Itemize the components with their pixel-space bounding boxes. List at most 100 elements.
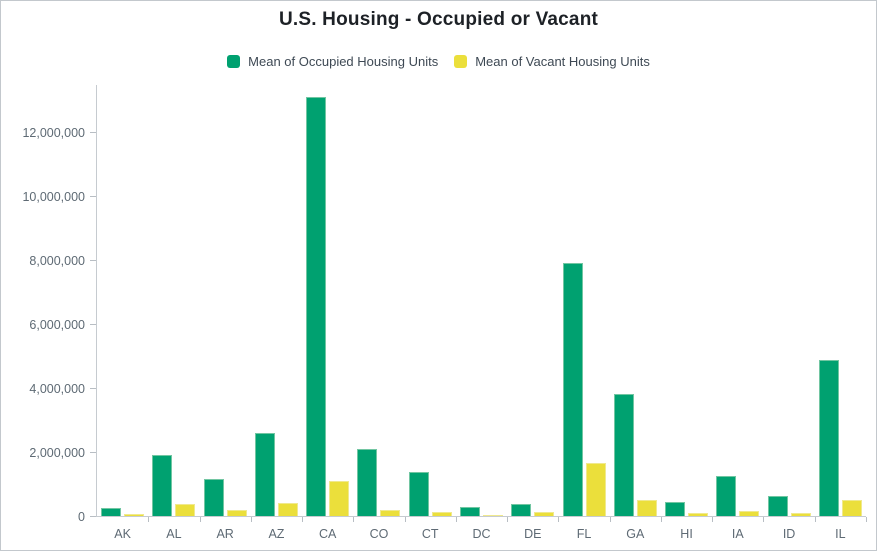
bar-vacant-ak[interactable] <box>124 514 145 516</box>
bar-vacant-al[interactable] <box>175 504 196 516</box>
x-axis-label-ar: AR <box>216 527 234 541</box>
x-axis-label-az: AZ <box>268 527 285 541</box>
x-axis-tick <box>148 517 150 522</box>
x-axis-label-ga: GA <box>626 527 645 541</box>
category-group-ga: GA <box>610 85 662 541</box>
bar-occupied-dc[interactable] <box>459 507 480 516</box>
x-axis-label-al: AL <box>166 527 182 541</box>
category-group-ar: AR <box>200 85 252 541</box>
x-axis-tick <box>199 517 201 522</box>
x-axis-tick <box>250 517 252 522</box>
x-axis-tick <box>353 517 355 522</box>
bar-vacant-de[interactable] <box>534 512 555 516</box>
y-axis-tick-label: 10,000,000 <box>22 190 85 204</box>
legend-item-occupied[interactable]: Mean of Occupied Housing Units <box>227 54 438 69</box>
y-axis-tick-label: 4,000,000 <box>29 382 85 396</box>
bar-vacant-dc[interactable] <box>482 515 503 516</box>
bar-vacant-id[interactable] <box>790 513 811 516</box>
x-axis-label-ca: CA <box>319 527 337 541</box>
legend-item-vacant[interactable]: Mean of Vacant Housing Units <box>454 54 650 69</box>
category-group-ca: CA <box>302 85 355 541</box>
legend: Mean of Occupied Housing Units Mean of V… <box>1 54 876 69</box>
category-group-al: AL <box>148 85 201 541</box>
bar-occupied-al[interactable] <box>152 455 173 516</box>
y-axis-tick <box>90 260 96 261</box>
y-axis-tick <box>90 132 96 133</box>
y-axis-tick-label: 0 <box>78 510 85 524</box>
category-group-il: IL <box>815 85 867 541</box>
bar-occupied-il[interactable] <box>818 360 839 516</box>
x-axis-tick <box>763 517 765 522</box>
x-axis-label-dc: DC <box>472 527 491 541</box>
bar-occupied-ak[interactable] <box>101 508 122 516</box>
category-group-ia: IA <box>712 85 765 541</box>
vacant-color-swatch-icon <box>454 55 468 68</box>
legend-label-occupied: Mean of Occupied Housing Units <box>248 54 439 69</box>
bar-vacant-ia[interactable] <box>739 511 760 516</box>
x-axis-tick <box>558 517 560 522</box>
x-axis-tick <box>609 517 611 522</box>
bar-vacant-ga[interactable] <box>636 500 657 516</box>
y-axis-tick <box>90 452 96 453</box>
y-axis-tick-label: 2,000,000 <box>29 446 85 460</box>
bar-occupied-id[interactable] <box>767 496 788 516</box>
x-axis-tick <box>507 517 509 522</box>
category-group-ct: CT <box>405 85 457 541</box>
chart-title: U.S. Housing - Occupied or Vacant <box>278 9 599 30</box>
y-axis-tick-label: 12,000,000 <box>22 126 85 140</box>
x-axis-label-hi: HI <box>680 527 693 541</box>
category-group-az: AZ <box>251 85 304 541</box>
occupied-color-swatch-icon <box>227 55 241 68</box>
x-axis-groups: AK AL AR AZ CA CO CT DC DE FL GA HI IA ID IL <box>97 85 867 541</box>
y-axis-tick <box>90 388 96 389</box>
bar-occupied-fl[interactable] <box>562 263 583 516</box>
x-axis-tick <box>712 517 714 522</box>
x-axis-tick <box>865 517 867 522</box>
bar-vacant-fl[interactable] <box>585 463 606 516</box>
bar-occupied-az[interactable] <box>254 433 275 516</box>
x-axis-label-ak: AK <box>114 527 131 541</box>
category-group-fl: FL <box>558 85 611 541</box>
plot-area: 0 2,000,000 4,000,000 6,000,000 8,000,000 10,… <box>22 85 867 541</box>
x-axis-label-ct: CT <box>421 527 439 541</box>
x-axis-tick <box>404 517 406 522</box>
bar-occupied-de[interactable] <box>511 504 532 516</box>
category-group-de: DE <box>507 85 560 541</box>
bar-vacant-ct[interactable] <box>431 512 452 516</box>
bar-vacant-ca[interactable] <box>329 481 350 516</box>
bar-occupied-ca[interactable] <box>306 97 327 516</box>
bar-occupied-ct[interactable] <box>408 472 429 516</box>
x-axis-tick <box>814 517 816 522</box>
y-axis-tick <box>90 516 96 517</box>
category-group-co: CO <box>353 85 406 541</box>
y-axis-tick <box>90 196 96 197</box>
bar-vacant-co[interactable] <box>380 510 401 516</box>
x-axis-tick <box>660 517 662 522</box>
y-axis-tick-label: 6,000,000 <box>29 318 85 332</box>
x-axis-label-il: IL <box>835 527 846 541</box>
bar-occupied-ga[interactable] <box>613 394 634 516</box>
category-group-id: ID <box>763 85 816 541</box>
x-axis-label-id: ID <box>782 527 796 541</box>
x-axis-label-ia: IA <box>731 527 744 541</box>
bar-occupied-co[interactable] <box>357 449 378 516</box>
x-axis-label-de: DE <box>524 527 542 541</box>
bar-vacant-hi[interactable] <box>688 513 709 516</box>
category-group-hi: HI <box>661 85 714 541</box>
bar-vacant-az[interactable] <box>277 503 298 516</box>
bar-occupied-ia[interactable] <box>716 476 737 516</box>
legend-label-vacant: Mean of Vacant Housing Units <box>475 54 650 69</box>
bar-vacant-il[interactable] <box>841 500 862 516</box>
y-axis-tick-label: 8,000,000 <box>29 254 85 268</box>
y-axis-tick <box>90 324 96 325</box>
category-group-dc: DC <box>456 85 509 541</box>
x-axis-label-co: CO <box>369 527 389 541</box>
bar-occupied-hi[interactable] <box>665 502 686 516</box>
x-axis-tick <box>302 517 304 522</box>
x-axis-label-fl: FL <box>576 527 592 541</box>
x-axis-tick <box>455 517 457 522</box>
category-group-ak: AK <box>97 85 150 541</box>
bar-vacant-ar[interactable] <box>226 510 247 516</box>
bar-occupied-ar[interactable] <box>203 479 224 516</box>
